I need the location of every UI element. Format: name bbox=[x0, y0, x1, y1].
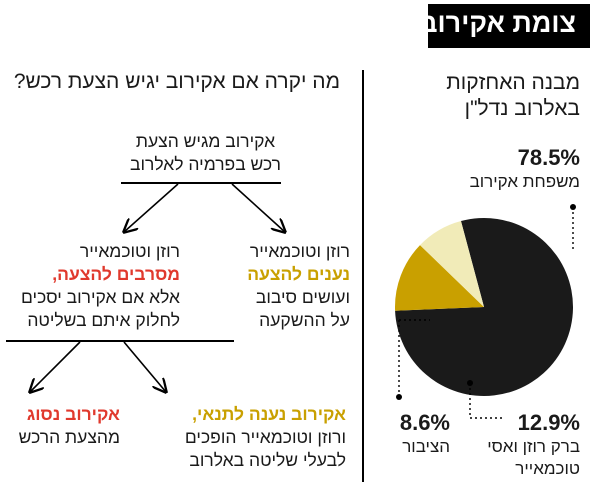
flow-root-line1: אקירוב מגיש הצעת bbox=[135, 131, 276, 151]
pie-label-family: 78.5% משפחת אקירוב bbox=[470, 145, 580, 193]
pie-slice-public bbox=[420, 221, 484, 307]
root-underline bbox=[121, 182, 281, 184]
flow-refuse-line1: רוזן וטוכמאייר bbox=[79, 241, 180, 261]
flow-outcome-b-highlight: אקירוב נסוג bbox=[26, 404, 120, 424]
pie-value-public: 8.6% bbox=[399, 410, 450, 435]
pie-value-partners: 12.9% bbox=[517, 410, 580, 435]
flow-outcome-a-highlight: אקירוב נענה לתנאי, bbox=[192, 404, 346, 424]
flow-accept-highlight: נענים להצעה bbox=[247, 264, 350, 284]
flow-refuse-highlight: מסרבים להצעה, bbox=[52, 264, 180, 284]
pie-leader-lines bbox=[396, 204, 576, 419]
flow-root-node: אקירוב מגיש הצעת רכש בפרמיה לאלרוב bbox=[130, 130, 281, 176]
pie-value-family: 78.5% bbox=[517, 145, 580, 170]
flow-accept-line3: ועושים סיבוב bbox=[255, 287, 350, 307]
flow-accept-node: רוזן וטוכמאייר נענים להצעה ועושים סיבוב … bbox=[247, 240, 350, 332]
arrow-to-accept bbox=[231, 183, 285, 232]
pie-label-public: 8.6% הציבור bbox=[400, 410, 450, 458]
flow-outcome-a-line3: לבעלי שליטה באלרוב bbox=[189, 450, 346, 470]
page-title: צומת אקירוב bbox=[420, 8, 576, 38]
title-bar bbox=[428, 4, 590, 48]
flow-accept-line1: רוזן וטוכמאייר bbox=[249, 241, 350, 261]
pie-name-partners-line2: טוכמאייר bbox=[515, 459, 580, 478]
pie-slice-partners bbox=[395, 245, 484, 311]
pie-name-public: הציבור bbox=[402, 437, 450, 456]
pie-label-partners: 12.9% ברק רוזן ואסי טוכמאייר bbox=[487, 410, 580, 480]
pie-name-family: משפחת אקירוב bbox=[469, 172, 580, 191]
refuse-underline bbox=[6, 340, 234, 342]
flow-accept-line4: על ההשקעה bbox=[259, 310, 350, 330]
section-divider bbox=[362, 70, 364, 482]
pie-heading-line2: באלרוב נדל"ן bbox=[464, 97, 580, 120]
flow-outcome-a-line2: ורוזן וטוכמאייר הופכים bbox=[184, 427, 346, 447]
flow-outcome-b-node: אקירוב נסוג מהצעת הרכש bbox=[19, 403, 120, 449]
flow-root-line2: רכש בפרמיה לאלרוב bbox=[130, 154, 281, 174]
flow-heading: מה יקרה אם אקירוב יגיש הצעת רכש? bbox=[13, 70, 340, 93]
flow-outcome-a-node: אקירוב נענה לתנאי, ורוזן וטוכמאייר הופכי… bbox=[185, 403, 346, 472]
flow-refuse-line3: אלא אם אקירוב יסכים bbox=[21, 287, 180, 307]
pie-heading-line1: מבנה האחזקות bbox=[446, 71, 580, 94]
pie-heading: מבנה האחזקות באלרוב נדל"ן bbox=[410, 70, 580, 122]
arrow-to-refuse bbox=[124, 183, 179, 232]
flow-outcome-b-line2: מהצעת הרכש bbox=[18, 427, 120, 447]
arrow-to-outcome-b bbox=[30, 341, 81, 392]
pie-name-partners-line1: ברק רוזן ואסי bbox=[487, 437, 580, 456]
arrow-to-outcome-a bbox=[123, 341, 166, 392]
flow-refuse-line4: לחלוק איתם בשליטה bbox=[27, 310, 180, 330]
flow-refuse-node: רוזן וטוכמאייר מסרבים להצעה, אלא אם אקיר… bbox=[21, 240, 180, 332]
pie-slices bbox=[395, 218, 573, 396]
pie-slice-family bbox=[395, 218, 573, 396]
